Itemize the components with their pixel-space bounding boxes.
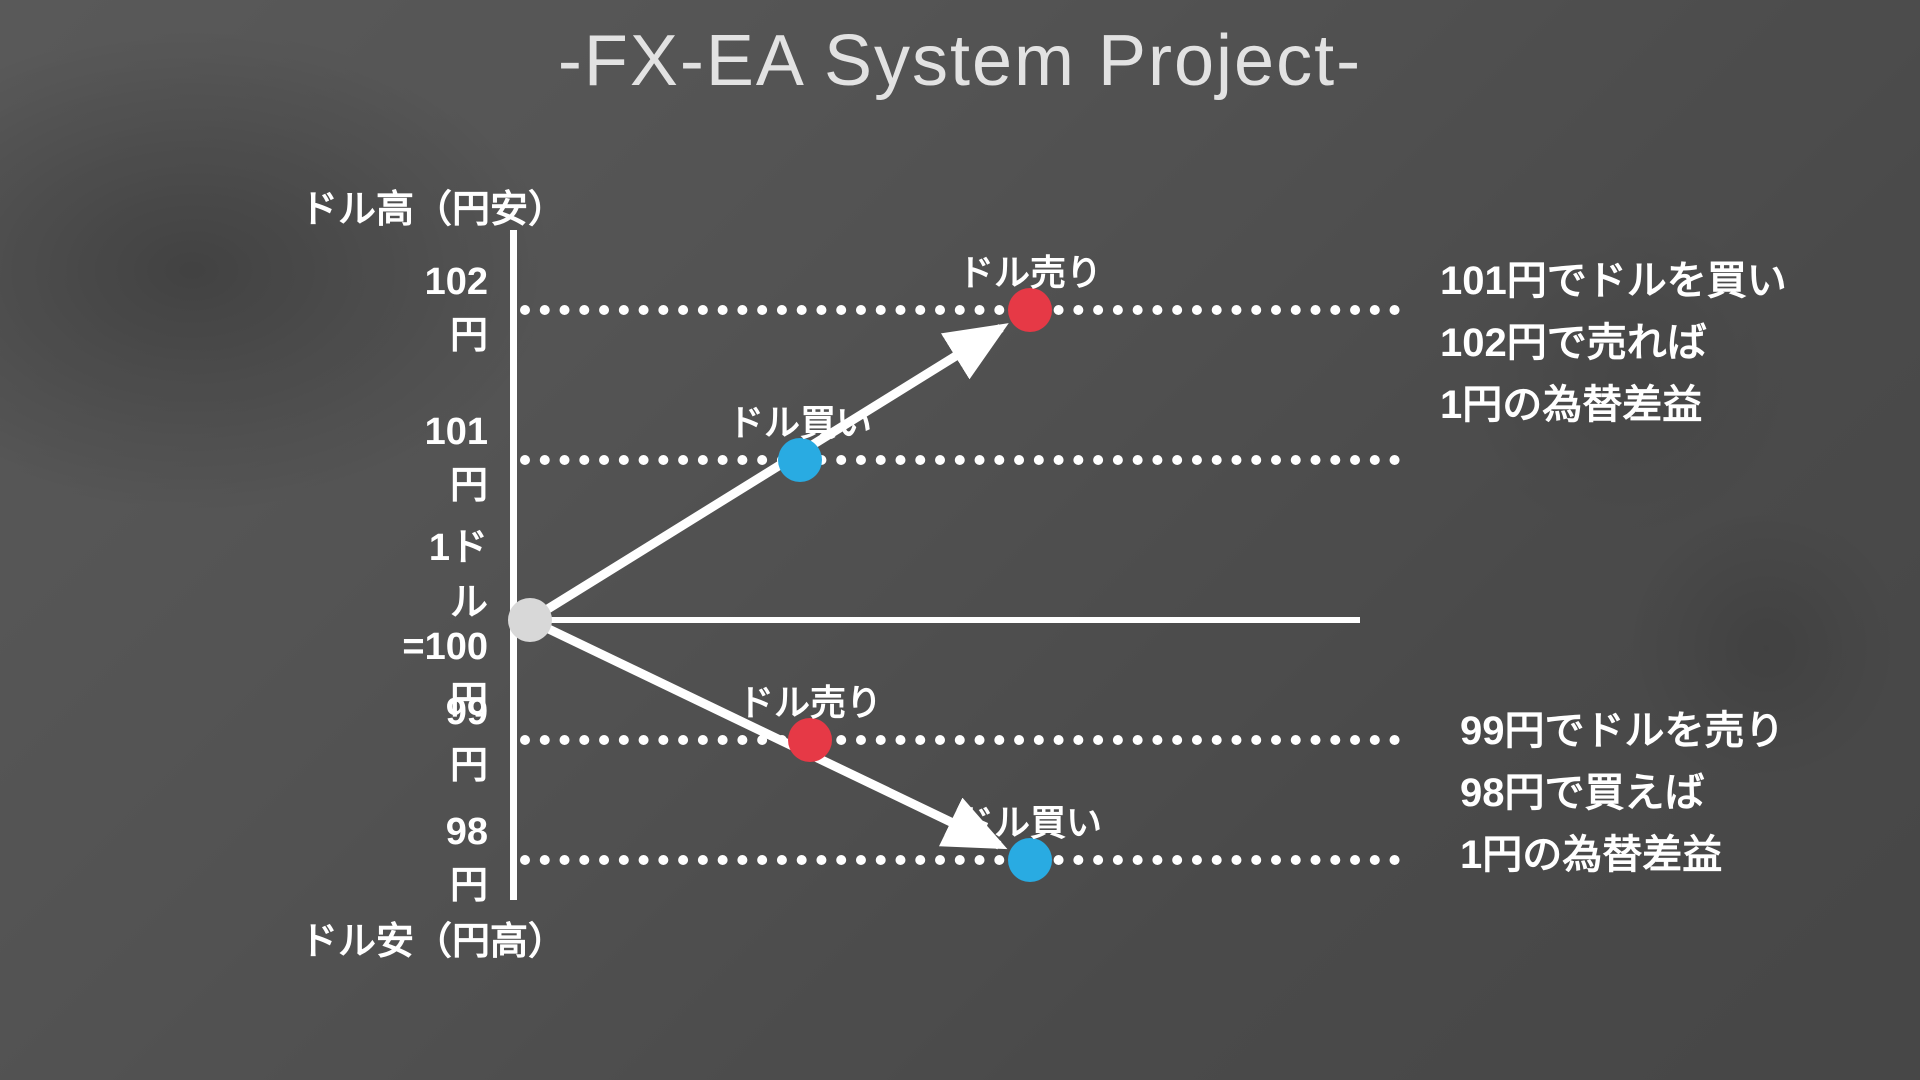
gridline-dotted: [520, 455, 1400, 465]
node-label: ドル売り: [958, 244, 1102, 296]
axis-bottom-label: ドル安（円高）: [300, 910, 566, 965]
arrow: [530, 620, 999, 845]
node-label: ドル買い: [958, 794, 1102, 846]
arrow: [530, 328, 1001, 620]
tick-label: 98円: [446, 811, 488, 909]
gridline-dotted: [520, 305, 1400, 315]
annotation-line: 1円の為替差益: [1460, 824, 1785, 886]
annotation-line: 98円で買えば: [1460, 762, 1785, 824]
arrow-layer: [470, 220, 1470, 980]
axis-top-label: ドル高（円安）: [300, 178, 566, 233]
annotation-line: 1円の為替差益: [1440, 374, 1787, 436]
node-label: ドル買い: [728, 394, 872, 446]
tick-label: 101円: [425, 411, 488, 509]
annotation-line: 101円でドルを買い: [1440, 250, 1787, 312]
tick-label: 102円: [425, 261, 488, 359]
annotation-profit-up: 101円でドルを買い102円で売れば1円の為替差益: [1440, 250, 1787, 436]
tick-label: 99円: [446, 691, 488, 789]
fx-fork-diagram: ドル高（円安）ドル安（円高）102円101円1ドル=100円99円98円ドル買い…: [470, 220, 1470, 980]
annotation-profit-down: 99円でドルを売り98円で買えば1円の為替差益: [1460, 700, 1785, 886]
annotation-line: 102円で売れば: [1440, 312, 1787, 374]
page-title: -FX-EA System Project-: [0, 20, 1920, 102]
annotation-line: 99円でドルを売り: [1460, 700, 1785, 762]
gridline-dotted: [520, 855, 1400, 865]
node-origin: [508, 598, 552, 642]
gridline-dotted: [520, 735, 1400, 745]
node-label: ドル売り: [738, 674, 882, 726]
center-axis: [510, 617, 1360, 623]
